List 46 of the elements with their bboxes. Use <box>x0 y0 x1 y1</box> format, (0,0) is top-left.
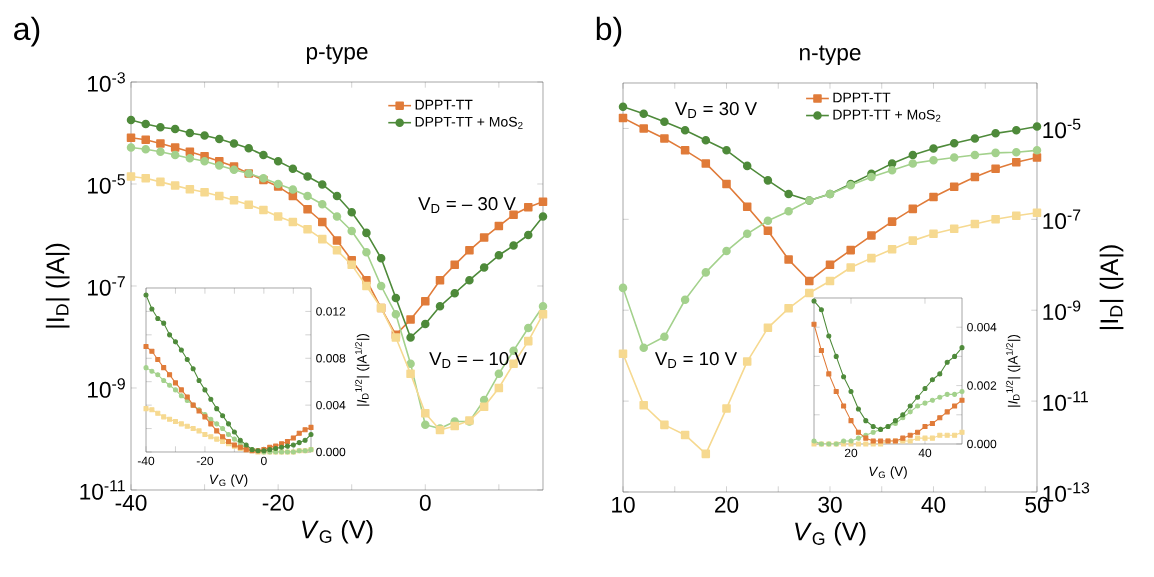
annotation: V$_{D}$ = 10 V <box>654 352 738 368</box>
y-tick-label: 0.008 <box>316 354 346 363</box>
x-axis-title: V$_{G}$ (V) <box>209 474 248 487</box>
y-axis-title: |I$_{D}$$^{1/2}$| (|A$^{1/2}$|) <box>354 333 370 406</box>
y-tick-label: 10$^{-3}$ <box>88 72 125 92</box>
y-tick-label: 10$^{-7}$ <box>1043 209 1081 230</box>
y-tick-label: 10$^{-7}$ <box>88 276 125 296</box>
x-tick-label: 40 <box>921 496 946 513</box>
x-tick-label: 20 <box>715 496 739 513</box>
chart-title: n-type <box>800 45 861 65</box>
legend-label: DPPT-TT <box>415 99 473 110</box>
y-tick-label: 10$^{-5}$ <box>1043 118 1081 139</box>
x-tick-label: 0 <box>419 494 431 511</box>
x-tick-label: -20 <box>262 494 294 511</box>
x-tick-label: -20 <box>196 456 214 466</box>
y-axis-title: |I$_{D}$| (|A|) <box>1099 245 1124 330</box>
y-tick-label: 0.004 <box>316 400 346 410</box>
x-tick-label: -40 <box>137 456 155 466</box>
y-tick-label: 10$^{-9}$ <box>1043 300 1081 321</box>
legend-label: DPPT-TT <box>833 92 891 103</box>
text: b) <box>596 16 622 47</box>
x-tick-label: 0 <box>260 456 267 466</box>
y-axis-title: |I$_{D}$| (|A|) <box>45 243 70 328</box>
annotation: V$_{D}$ = – 30 V <box>418 197 516 213</box>
y-axis-title: |I$_{D}$$^{1/2}$| (|A$^{1/2}$|) <box>1005 334 1021 407</box>
y-tick-label: 10$^{-11}$ <box>1043 391 1088 411</box>
y-tick-label: 0.004 <box>967 322 997 332</box>
chart-title: p-type <box>306 44 368 64</box>
x-tick-label: 40 <box>918 448 932 458</box>
x-axis-title: V$_{G}$ (V) <box>869 466 907 479</box>
y-tick-label: 10$^{-5}$ <box>88 174 125 194</box>
y-tick-label: 0.002 <box>967 381 997 390</box>
legend-label: DPPT-TT + MoS$_{2}$ <box>833 109 941 122</box>
x-axis-title: V$_{G}$ (V) <box>795 521 866 546</box>
y-tick-label: 10$^{-9}$ <box>88 378 125 398</box>
x-tick-label: 30 <box>818 496 842 513</box>
y-tick-label: 0.012 <box>316 307 346 316</box>
text: a) <box>14 16 40 47</box>
y-tick-label: 0.000 <box>316 447 346 457</box>
x-tick-label: 20 <box>844 448 858 458</box>
legend-label: DPPT-TT + MoS$_{2}$ <box>415 116 523 129</box>
x-tick-label: 10 <box>612 496 635 513</box>
y-tick-label: 0.000 <box>967 439 997 449</box>
annotation: V$_{D}$ = – 10 V <box>429 352 527 368</box>
x-axis-title: V$_{G}$ (V) <box>302 519 373 544</box>
annotation: V$_{D}$ = 30 V <box>674 102 758 118</box>
